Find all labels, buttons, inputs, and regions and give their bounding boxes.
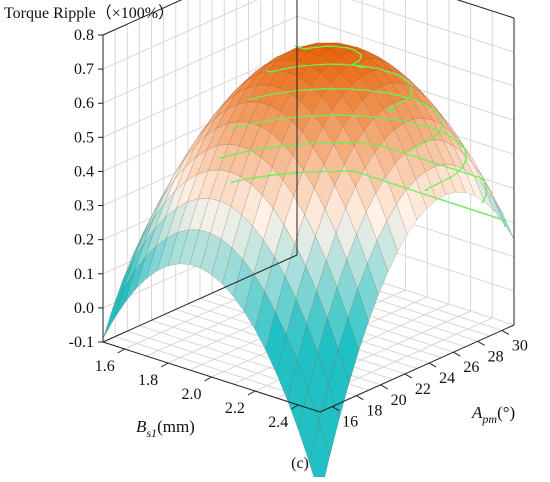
y-tick-mark: [380, 384, 388, 390]
z-tick-label: 0.8: [74, 27, 94, 44]
wall-gridline-z: [102, 0, 515, 70]
z-tick-label: 0.1: [74, 266, 94, 283]
surface-patch: [308, 420, 330, 482]
y-tick-mark: [428, 362, 437, 368]
figure-caption: (c): [291, 455, 309, 472]
x-tick-label: 2.4: [268, 414, 288, 431]
contour-line: [265, 63, 414, 112]
box-edge: [456, 0, 515, 19]
z-tick-label: 0.6: [74, 95, 94, 112]
axes: -0.1 0.0 0.1 0.2 0.3 0.4 0.5 0.6 0.7 0.8 1.6 1.8 2.0…: [69, 0, 528, 440]
contour-line: [294, 45, 365, 69]
box-edge: [102, 254, 298, 343]
surface-mesh: [102, 42, 515, 482]
y-tick-mark: [356, 395, 364, 401]
y-tick-label: 26: [463, 359, 479, 376]
x-tick-label: 2.2: [225, 400, 245, 417]
x-tick-label: 1.6: [95, 358, 115, 375]
y-tick-label: 18: [366, 403, 382, 420]
surface-patch: [338, 316, 360, 384]
y-tick-label: 30: [512, 337, 528, 354]
z-tick-label: 0.2: [74, 232, 94, 249]
z-tick-label: 0.4: [74, 163, 94, 180]
contour-line: [230, 170, 506, 228]
box-edge: [102, 0, 183, 36]
y-tick-mark: [453, 351, 461, 357]
x-tick-label: 2.0: [182, 386, 202, 403]
box-edge: [319, 324, 515, 413]
x-tick-mark: [117, 348, 125, 354]
z-tick-label: 0.0: [74, 300, 94, 317]
y-tick-label: 20: [391, 392, 407, 409]
z-tick-label: 0.5: [74, 129, 94, 146]
y-tick-mark: [501, 330, 510, 335]
y-tick-label: 16: [342, 414, 358, 431]
x-tick-label: 1.8: [138, 372, 158, 389]
y-tick-label: 22: [415, 381, 431, 398]
contour-line: [231, 114, 468, 191]
y-axis-title: Apm(°): [471, 403, 515, 426]
x-tick-mark: [291, 404, 299, 410]
y-tick-mark: [477, 340, 485, 346]
y-tick-label: 24: [439, 370, 455, 387]
contour-line: [218, 142, 488, 204]
chart-title: Torque Ripple（×100%）: [4, 4, 174, 22]
y-tick-mark: [331, 406, 340, 411]
z-tick-label: 0.3: [74, 198, 94, 215]
x-tick-mark: [204, 376, 212, 382]
y-tick-mark: [404, 373, 413, 379]
y-tick-label: 28: [488, 348, 504, 365]
x-tick-mark: [160, 362, 169, 368]
z-tick-label: 0.7: [74, 61, 94, 78]
contour-line: [247, 88, 444, 153]
x-axis-title: Bs1(mm): [136, 417, 195, 440]
x-tick-mark: [247, 390, 256, 396]
z-tick-label: -0.1: [69, 334, 94, 351]
